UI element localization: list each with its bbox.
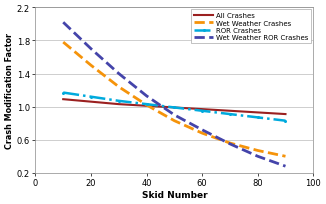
All Crashes (172, 107, 176, 109)
Wet Weather Crashes (117, 86, 121, 89)
ROR Crashes (172, 107, 176, 109)
All Crashes (145, 105, 149, 108)
Wet Weather Crashes (200, 132, 204, 135)
Line: All Crashes: All Crashes (63, 100, 286, 114)
Wet Weather ROR Crashes (61, 22, 65, 24)
All Crashes (89, 101, 93, 103)
All Crashes (228, 110, 232, 112)
Line: Wet Weather ROR Crashes: Wet Weather ROR Crashes (63, 23, 286, 166)
X-axis label: Skid Number: Skid Number (141, 190, 207, 199)
ROR Crashes (200, 110, 204, 112)
Wet Weather ROR Crashes (256, 155, 259, 158)
ROR Crashes (256, 116, 259, 119)
Line: ROR Crashes: ROR Crashes (62, 92, 287, 123)
Wet Weather ROR Crashes (89, 48, 93, 51)
Wet Weather Crashes (284, 155, 288, 158)
Wet Weather ROR Crashes (117, 73, 121, 75)
ROR Crashes (117, 100, 121, 103)
All Crashes (256, 112, 259, 114)
Wet Weather ROR Crashes (172, 114, 176, 116)
ROR Crashes (89, 96, 93, 99)
Y-axis label: Crash Modification Factor: Crash Modification Factor (5, 33, 14, 148)
ROR Crashes (61, 92, 65, 94)
All Crashes (284, 113, 288, 116)
All Crashes (200, 108, 204, 111)
Wet Weather Crashes (145, 104, 149, 107)
ROR Crashes (145, 103, 149, 106)
ROR Crashes (228, 113, 232, 116)
Wet Weather Crashes (228, 142, 232, 145)
Wet Weather Crashes (172, 120, 176, 122)
Line: Wet Weather Crashes: Wet Weather Crashes (63, 43, 286, 156)
Wet Weather Crashes (89, 65, 93, 67)
Wet Weather ROR Crashes (200, 129, 204, 131)
ROR Crashes (284, 120, 288, 122)
Wet Weather ROR Crashes (228, 143, 232, 145)
Wet Weather ROR Crashes (284, 165, 288, 168)
Wet Weather Crashes (256, 150, 259, 152)
Legend: All Crashes, Wet Weather Crashes, ROR Crashes, Wet Weather ROR Crashes: All Crashes, Wet Weather Crashes, ROR Cr… (191, 10, 311, 44)
All Crashes (117, 103, 121, 106)
All Crashes (61, 99, 65, 101)
Wet Weather Crashes (61, 42, 65, 44)
Wet Weather ROR Crashes (145, 95, 149, 98)
